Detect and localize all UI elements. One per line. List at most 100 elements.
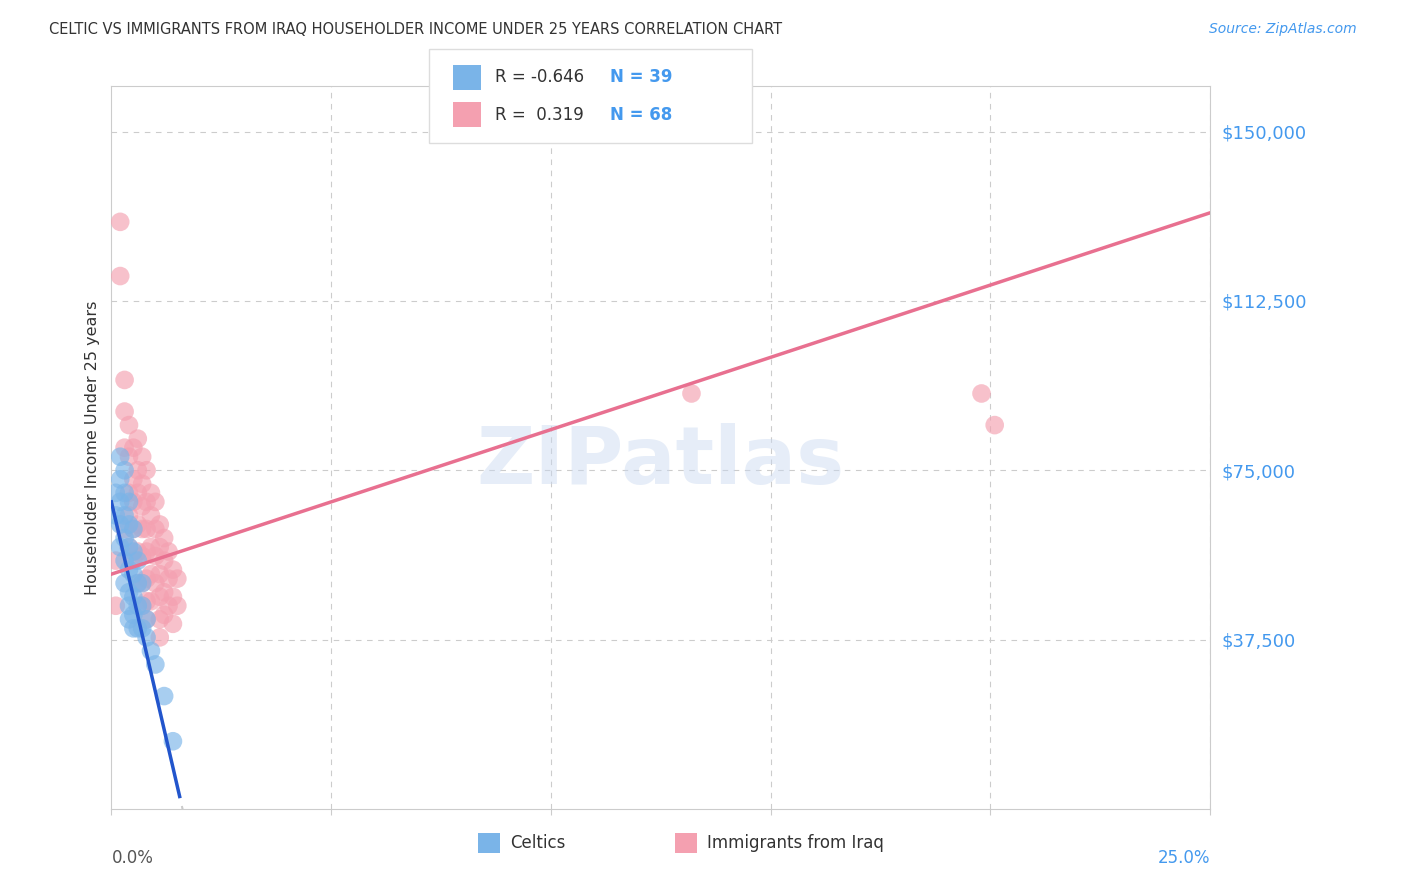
Point	[108, 517, 131, 532]
Point	[122, 553, 145, 567]
Point	[135, 594, 157, 608]
Point	[127, 486, 149, 500]
Point	[149, 612, 172, 626]
Point	[104, 599, 127, 613]
Point	[127, 517, 149, 532]
Point	[135, 612, 157, 626]
Point	[143, 657, 166, 672]
Point	[127, 576, 149, 591]
Point	[122, 495, 145, 509]
Point	[127, 621, 149, 635]
Point	[118, 418, 141, 433]
Point	[114, 522, 136, 536]
Point	[118, 486, 141, 500]
Text: CELTIC VS IMMIGRANTS FROM IRAQ HOUSEHOLDER INCOME UNDER 25 YEARS CORRELATION CHA: CELTIC VS IMMIGRANTS FROM IRAQ HOUSEHOLD…	[49, 22, 782, 37]
Point	[135, 522, 157, 536]
Point	[127, 432, 149, 446]
Point	[104, 486, 127, 500]
Point	[131, 576, 153, 591]
Y-axis label: Householder Income Under 25 years: Householder Income Under 25 years	[86, 301, 100, 595]
Point	[166, 572, 188, 586]
Point	[149, 567, 172, 582]
Point	[122, 544, 145, 558]
Text: ZIPatlas: ZIPatlas	[477, 423, 845, 501]
Point	[127, 576, 149, 591]
Point	[114, 404, 136, 418]
Text: Celtics: Celtics	[510, 834, 565, 852]
Point	[118, 495, 141, 509]
Point	[108, 495, 131, 509]
Text: Source: ZipAtlas.com: Source: ZipAtlas.com	[1209, 22, 1357, 37]
Point	[157, 599, 180, 613]
Point	[122, 590, 145, 604]
Point	[108, 472, 131, 486]
Point	[122, 607, 145, 622]
Point	[153, 689, 176, 703]
Point	[131, 450, 153, 464]
Point	[131, 549, 153, 563]
Text: 0.0%: 0.0%	[111, 849, 153, 867]
Text: 25.0%: 25.0%	[1157, 849, 1211, 867]
Point	[139, 486, 162, 500]
Point	[108, 215, 131, 229]
Point	[131, 621, 153, 635]
Point	[122, 522, 145, 536]
Point	[108, 268, 131, 283]
Point	[131, 599, 153, 613]
Point	[131, 500, 153, 514]
Point	[149, 517, 172, 532]
Point	[114, 441, 136, 455]
Point	[970, 386, 993, 401]
Point	[131, 476, 153, 491]
Point	[108, 540, 131, 554]
Point	[166, 599, 188, 613]
Point	[131, 522, 153, 536]
Point	[131, 576, 153, 591]
Point	[139, 540, 162, 554]
Point	[118, 540, 141, 554]
Point	[135, 572, 157, 586]
Point	[122, 621, 145, 635]
Text: N = 68: N = 68	[610, 105, 672, 123]
Point	[153, 531, 176, 545]
Point	[118, 508, 141, 523]
Point	[118, 563, 141, 577]
Point	[135, 495, 157, 509]
Point	[135, 631, 157, 645]
Point	[127, 544, 149, 558]
Text: Immigrants from Iraq: Immigrants from Iraq	[707, 834, 884, 852]
Point	[118, 517, 141, 532]
Text: R = -0.646: R = -0.646	[495, 69, 583, 87]
Point	[983, 418, 1005, 433]
Point	[114, 508, 136, 523]
Point	[139, 567, 162, 582]
Point	[108, 450, 131, 464]
Point	[149, 590, 172, 604]
Point	[143, 576, 166, 591]
Point	[104, 553, 127, 567]
Point	[157, 572, 180, 586]
Point	[122, 522, 145, 536]
Point	[114, 373, 136, 387]
Point	[135, 544, 157, 558]
Point	[153, 607, 176, 622]
Point	[114, 486, 136, 500]
Text: N = 39: N = 39	[610, 69, 672, 87]
Point	[143, 522, 166, 536]
Point	[135, 612, 157, 626]
Point	[127, 463, 149, 477]
Text: R =  0.319: R = 0.319	[495, 105, 583, 123]
Point	[149, 540, 172, 554]
Point	[162, 590, 184, 604]
Point	[162, 563, 184, 577]
Point	[118, 450, 141, 464]
Point	[114, 553, 136, 567]
Point	[139, 508, 162, 523]
Point	[162, 616, 184, 631]
Point	[114, 576, 136, 591]
Point	[122, 441, 145, 455]
Point	[127, 599, 149, 613]
Point	[162, 734, 184, 748]
Point	[122, 567, 145, 582]
Point	[131, 599, 153, 613]
